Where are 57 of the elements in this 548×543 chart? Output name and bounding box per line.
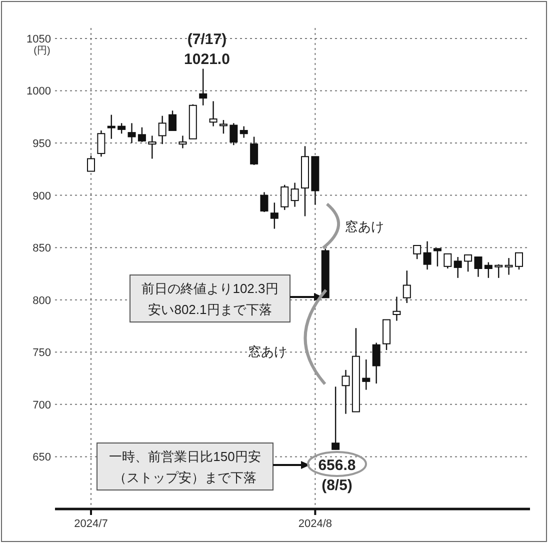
y-tick-label: 750 bbox=[32, 347, 51, 360]
candlestick bbox=[118, 122, 126, 134]
candlestick bbox=[392, 296, 401, 322]
y-tick-label: 700 bbox=[32, 399, 51, 412]
candlestick bbox=[230, 122, 238, 146]
annotation: 1021.0 bbox=[184, 51, 230, 68]
candlestick bbox=[515, 252, 523, 270]
candlestick bbox=[280, 184, 289, 211]
candlestick bbox=[423, 240, 432, 270]
candlestick bbox=[413, 244, 422, 260]
x-tick-label: 2024/7 bbox=[74, 518, 108, 530]
candlestick bbox=[260, 192, 268, 213]
y-tick-label: 950 bbox=[32, 138, 51, 150]
candlestick bbox=[342, 369, 350, 414]
y-tick-label: 1050 bbox=[26, 33, 51, 46]
candlestick bbox=[199, 68, 208, 106]
candlestick bbox=[504, 257, 513, 276]
candlestick bbox=[474, 256, 482, 278]
candlestick bbox=[402, 270, 411, 304]
candlestick bbox=[464, 254, 472, 272]
annotation: (7/17) bbox=[187, 31, 227, 48]
candlestick bbox=[454, 256, 462, 279]
y-tick-label: 800 bbox=[32, 294, 51, 307]
y-tick-label: 900 bbox=[32, 190, 51, 202]
y-tick-label: 850 bbox=[32, 242, 51, 255]
candlestick bbox=[158, 115, 166, 145]
candlestick bbox=[97, 130, 106, 158]
candlestick bbox=[250, 136, 258, 166]
annotation: 一時、前営業日比150円安（ストップ安）まで下落 bbox=[109, 449, 261, 485]
candlestick bbox=[290, 182, 299, 208]
candlestick bbox=[148, 135, 156, 160]
candlestick bbox=[494, 264, 503, 279]
candlestick bbox=[87, 154, 95, 172]
y-tick-label: 650 bbox=[32, 452, 51, 464]
candlestick bbox=[484, 262, 492, 279]
annotation: 656.8 bbox=[318, 457, 356, 474]
y-tick-label: 1000 bbox=[26, 86, 51, 98]
candlestick bbox=[362, 358, 370, 390]
candlestick bbox=[107, 114, 116, 140]
candlestick bbox=[240, 126, 248, 138]
candlestick bbox=[128, 122, 136, 144]
annotation: 窓あけ bbox=[248, 344, 287, 359]
candlestick bbox=[138, 126, 146, 143]
annotation: 窓あけ bbox=[345, 219, 384, 234]
candlestick bbox=[219, 119, 228, 134]
candlestick bbox=[270, 202, 278, 230]
annotation: 前日の終値より102.3円安い802.1円まで下落 bbox=[142, 281, 278, 317]
annotation: (8/5) bbox=[322, 477, 352, 494]
candlestick bbox=[433, 248, 442, 268]
candlestick bbox=[209, 100, 218, 127]
candlestick bbox=[178, 135, 187, 149]
candlestick bbox=[168, 110, 177, 132]
candlestick bbox=[372, 342, 380, 384]
x-tick-label: 2024/8 bbox=[298, 518, 332, 530]
candlestick bbox=[332, 386, 340, 450]
y-axis-title: (円) bbox=[34, 45, 50, 56]
candlestick bbox=[444, 253, 452, 270]
